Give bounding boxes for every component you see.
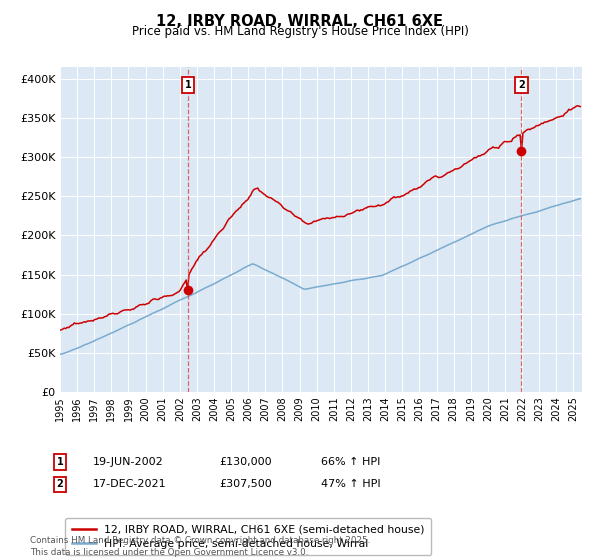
Text: 17-DEC-2021: 17-DEC-2021 [93,479,167,489]
Text: 47% ↑ HPI: 47% ↑ HPI [321,479,380,489]
Text: £307,500: £307,500 [219,479,272,489]
Text: Contains HM Land Registry data © Crown copyright and database right 2025.
This d: Contains HM Land Registry data © Crown c… [30,536,370,557]
Text: £130,000: £130,000 [219,457,272,467]
Text: 1: 1 [184,80,191,90]
Text: 2: 2 [56,479,64,489]
Text: 2: 2 [518,80,525,90]
Text: Price paid vs. HM Land Registry's House Price Index (HPI): Price paid vs. HM Land Registry's House … [131,25,469,38]
Text: 19-JUN-2002: 19-JUN-2002 [93,457,164,467]
Text: 66% ↑ HPI: 66% ↑ HPI [321,457,380,467]
Legend: 12, IRBY ROAD, WIRRAL, CH61 6XE (semi-detached house), HPI: Average price, semi-: 12, IRBY ROAD, WIRRAL, CH61 6XE (semi-de… [65,518,431,556]
Text: 12, IRBY ROAD, WIRRAL, CH61 6XE: 12, IRBY ROAD, WIRRAL, CH61 6XE [157,14,443,29]
Text: 1: 1 [56,457,64,467]
